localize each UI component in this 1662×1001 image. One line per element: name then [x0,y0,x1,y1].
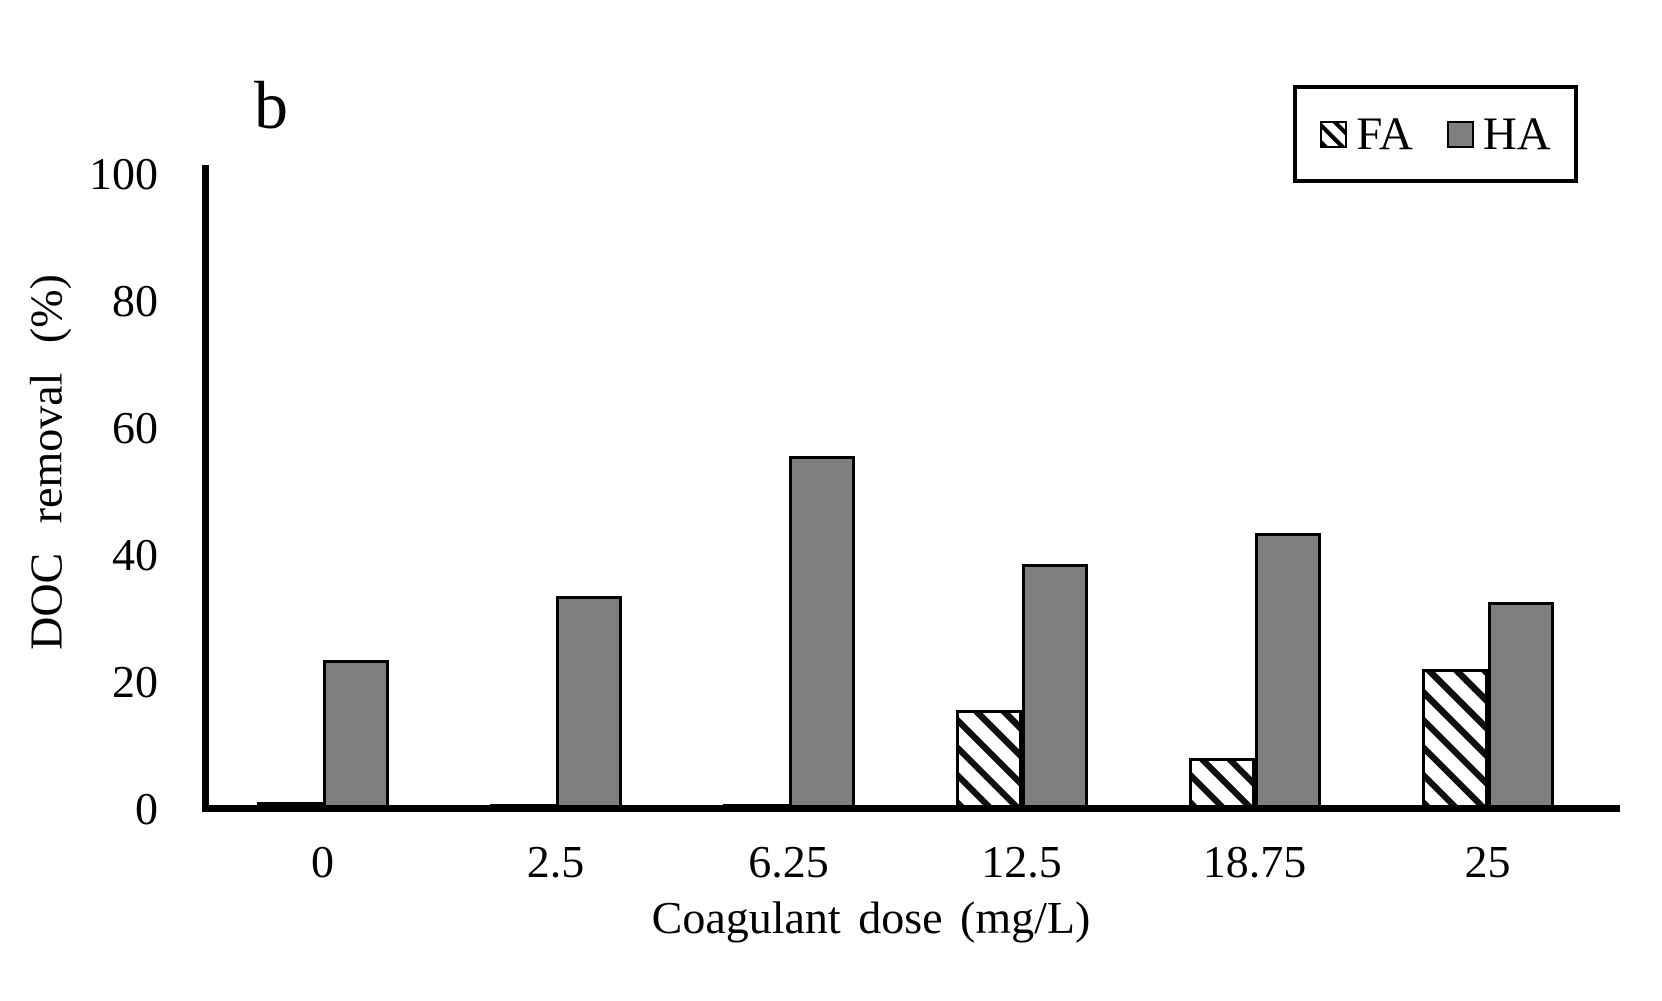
panel-label: b [254,67,288,143]
x-axis-line [202,805,1620,812]
x-tick-label: 2.5 [526,836,585,887]
y-tick-label: 20 [112,656,158,707]
legend-swatch-ha-icon [1446,120,1474,148]
bar-fa [1421,669,1488,812]
y-tick-label: 80 [112,275,158,326]
bar-group [439,174,672,812]
bar-ha [788,456,855,812]
y-tick-label: 40 [112,529,158,580]
x-axis-tick-labels: 0 2.5 6.25 12.5 18.75 25 [206,836,1604,888]
bar-group [1371,174,1604,812]
bar-fa [955,710,1022,812]
bar-group [905,174,1138,812]
y-tick-label: 60 [112,402,158,453]
y-axis-title: DOC removal (%) [20,274,72,650]
bar-ha [322,660,389,812]
bar-ha [1021,564,1088,812]
x-tick-label: 12.5 [981,836,1062,887]
x-tick-label: 25 [1464,836,1511,887]
bar-fa [1188,758,1255,812]
x-tick-label: 0 [311,836,334,887]
x-tick-label: 6.25 [748,836,829,887]
y-tick-label: 0 [135,783,158,834]
x-axis-title: Coagulant dose (mg/L) [651,892,1091,943]
legend-swatch-fa-icon [1320,120,1348,148]
plot-area [206,174,1604,812]
legend-label-ha: HA [1482,108,1551,160]
bar-group [672,174,905,812]
bar-ha [1487,602,1554,812]
bar-group [1138,174,1371,812]
x-tick-label: 18.75 [1202,836,1307,887]
legend: FA HA [1293,85,1578,183]
y-axis-line [202,165,209,812]
y-tick-label: 100 [89,148,158,199]
bar-ha [1254,533,1321,812]
bar-group [206,174,439,812]
legend-label-fa: FA [1356,108,1413,160]
bar-ha [555,596,622,812]
